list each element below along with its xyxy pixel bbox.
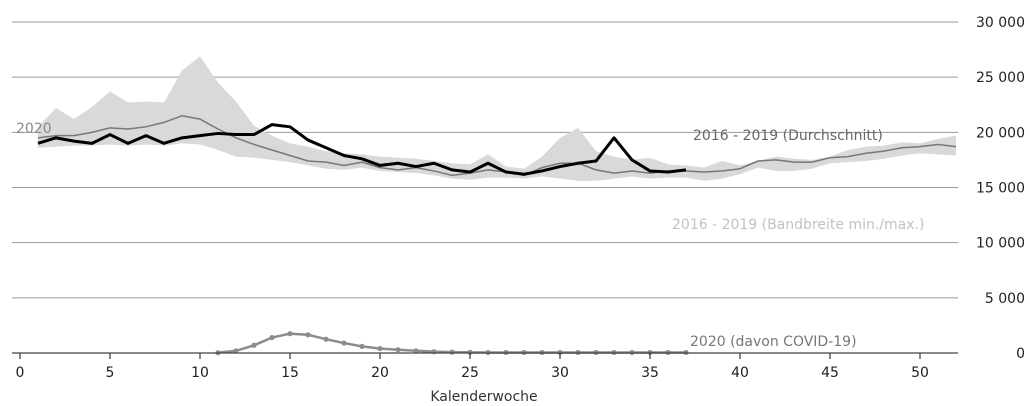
x-tick-label: 10: [191, 365, 209, 381]
y-tick-label: 15 000: [976, 181, 1025, 197]
label-2020: 2020: [16, 121, 52, 137]
band-min-max-area: [38, 56, 956, 181]
x-tick-label: 5: [106, 365, 115, 381]
y-tick-label: 20 000: [976, 125, 1025, 141]
covid-point: [395, 347, 401, 353]
y-tick-label: 25 000: [976, 70, 1025, 86]
y-ticks: 0 5 000 10 000 15 000 20 000 25 000 30 000: [976, 15, 1025, 362]
y-tick-label: 5 000: [985, 291, 1025, 307]
covid-point: [449, 349, 455, 355]
x-tick-label: 30: [551, 365, 569, 381]
x-tick-label: 35: [641, 365, 659, 381]
y-tick-label: 0: [1016, 346, 1025, 362]
covid-point: [377, 345, 383, 352]
covid-point: [233, 348, 239, 354]
covid-point: [323, 336, 329, 342]
x-tick-label: 15: [281, 365, 299, 381]
y-tick-label: 10 000: [976, 236, 1025, 252]
x-tick-label: 0: [16, 365, 25, 381]
x-tick-label: 25: [461, 365, 479, 381]
x-ticks: 0 5 10 15 20 25 30 35 40 45 50: [16, 353, 929, 381]
line-2020: [37, 123, 687, 176]
y-tick-label: 30 000: [976, 15, 1025, 31]
x-tick-label: 45: [821, 365, 839, 381]
x-tick-label: 40: [731, 365, 749, 381]
covid-point: [269, 334, 275, 341]
x-axis-title: Kalenderwoche: [430, 389, 537, 405]
x-tick-label: 50: [911, 365, 929, 381]
average-line: [37, 115, 957, 177]
covid-point: [251, 342, 257, 348]
covid-point: [413, 348, 419, 354]
x-tick-label: 20: [371, 365, 389, 381]
covid-point: [305, 332, 311, 338]
label-average: 2016 - 2019 (Durchschnitt): [693, 128, 883, 144]
covid-point: [341, 340, 347, 346]
covid-point: [359, 343, 365, 349]
label-covid: 2020 (davon COVID-19): [690, 334, 857, 350]
covid-point: [287, 331, 293, 337]
label-band: 2016 - 2019 (Bandbreite min./max.): [672, 217, 924, 233]
